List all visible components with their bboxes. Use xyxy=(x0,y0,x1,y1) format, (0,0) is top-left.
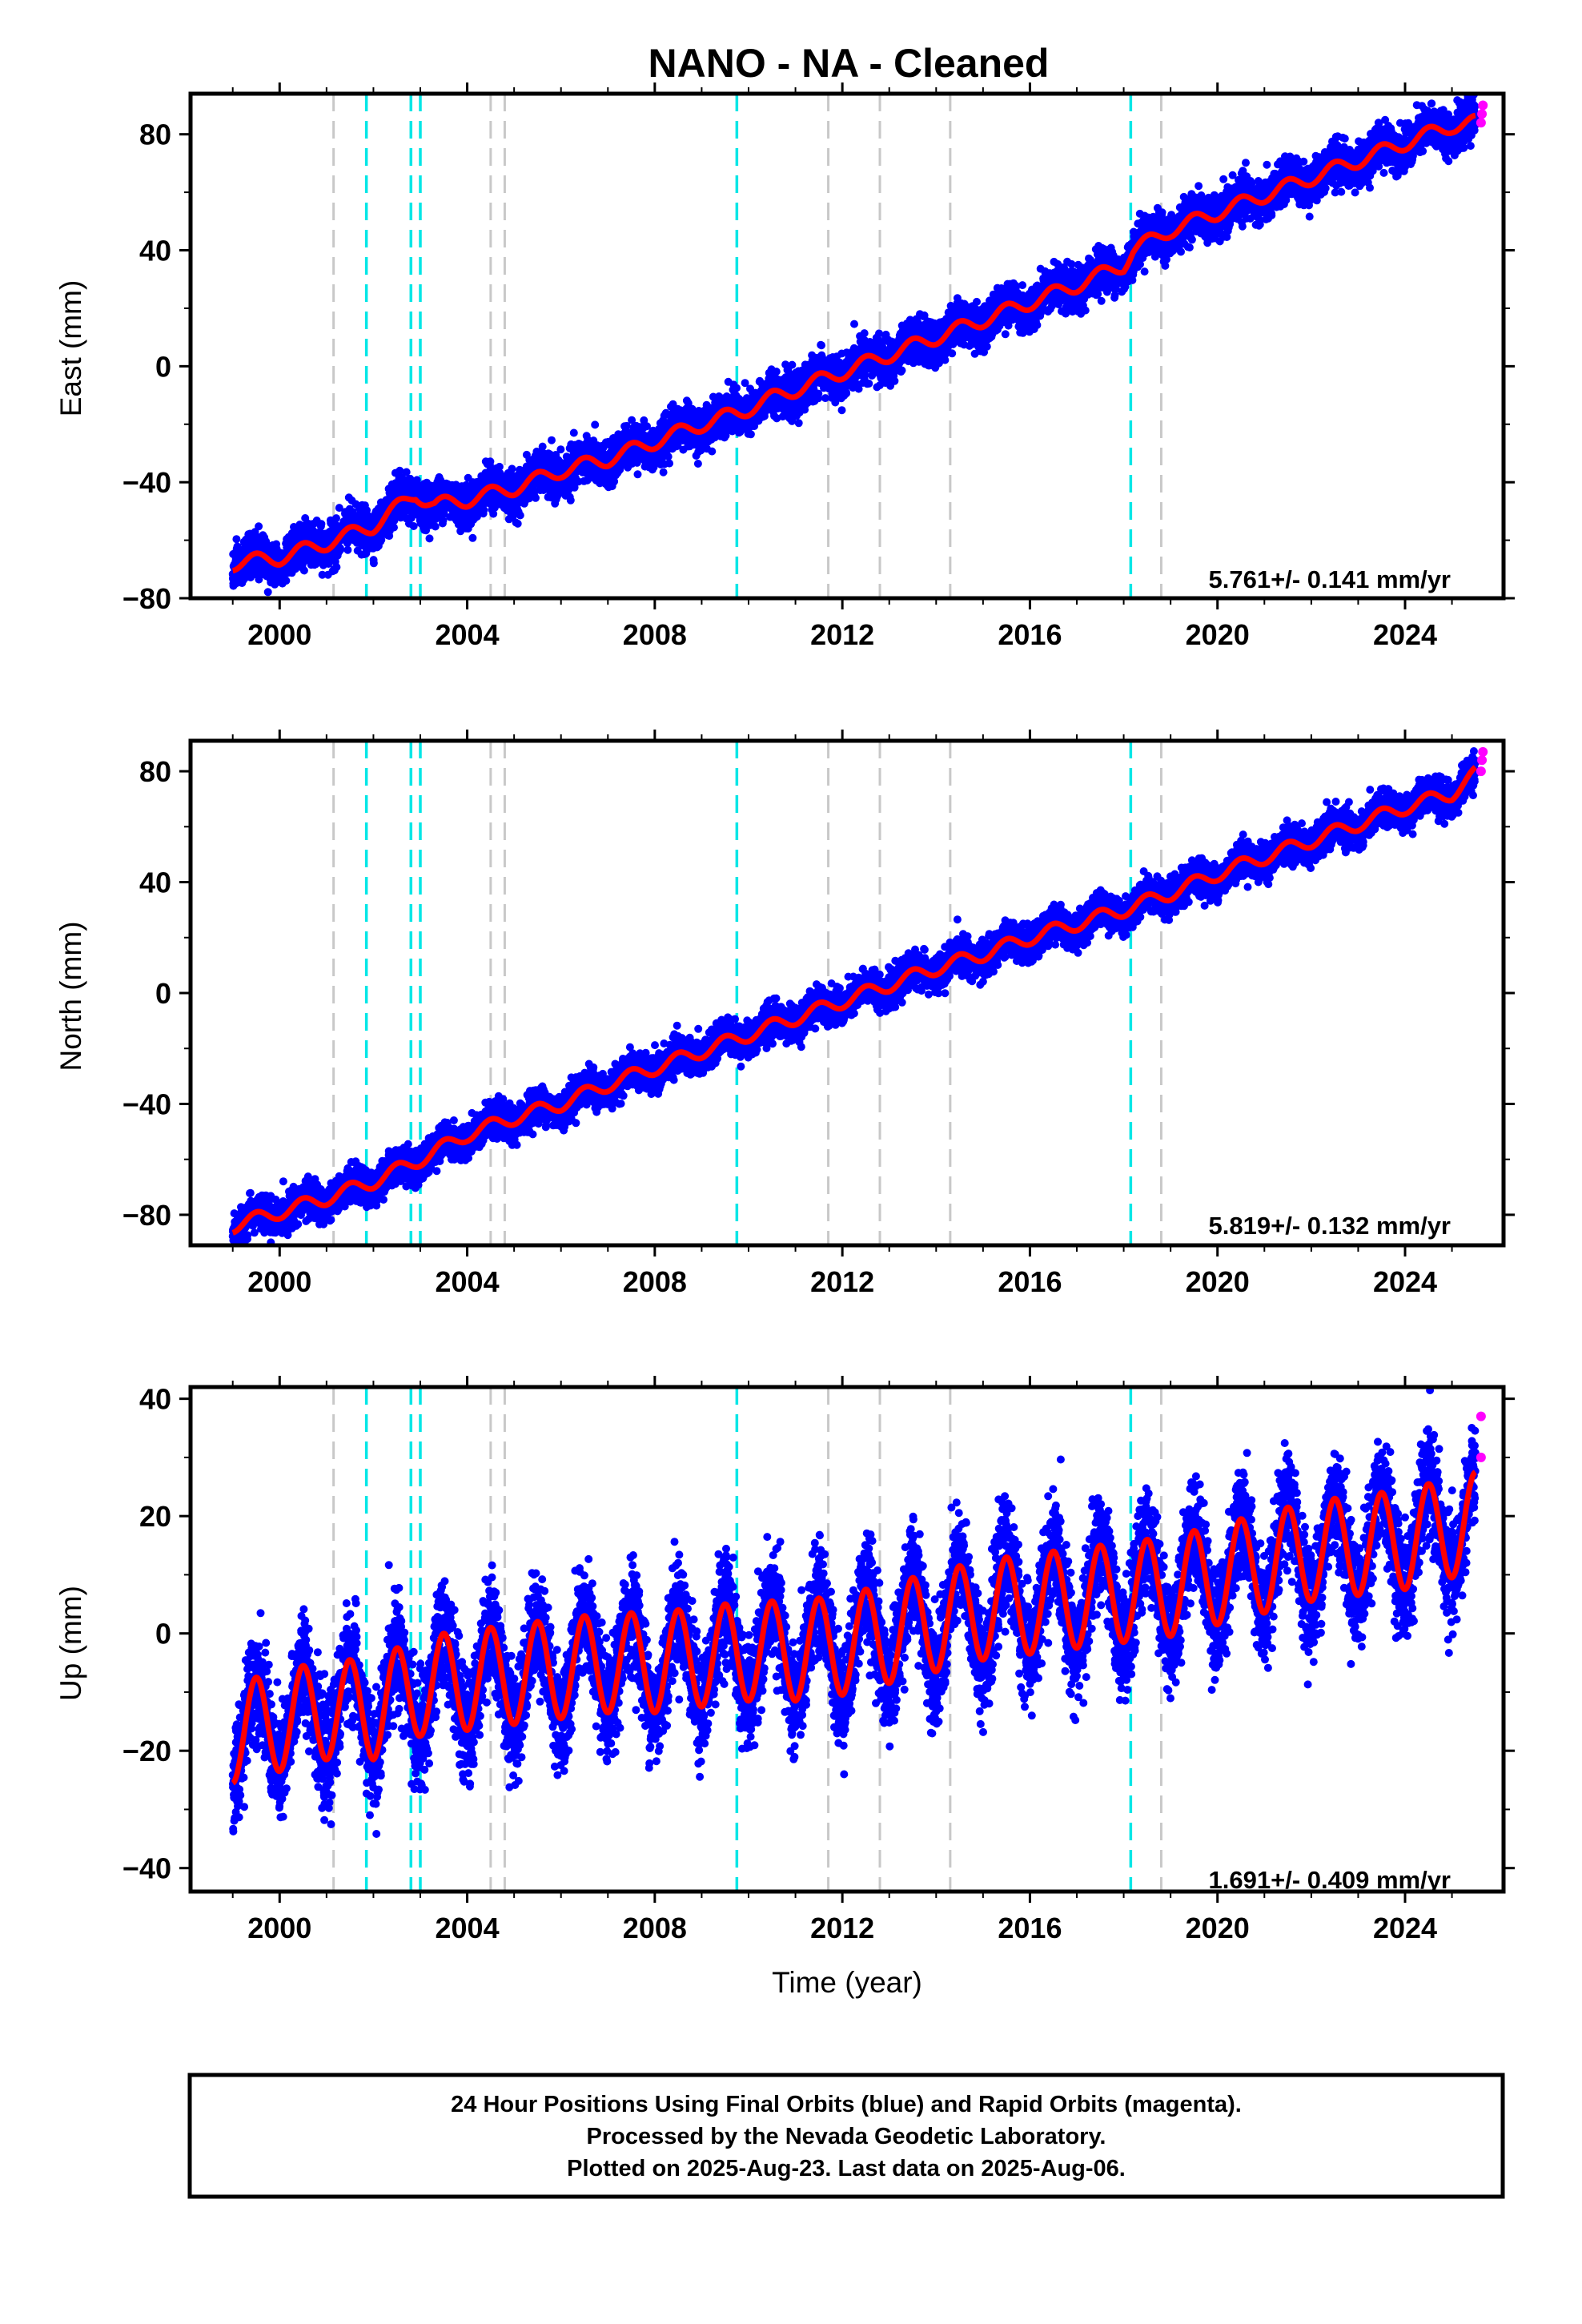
north-xtick-label-2: 2008 xyxy=(623,1265,687,1298)
east-xtick-label-0: 2000 xyxy=(247,618,311,651)
north-rapid-orbit-point-2 xyxy=(1478,746,1488,757)
east-xtick-label-3: 2012 xyxy=(810,618,874,651)
up-ytick-label-4: 40 xyxy=(139,1383,171,1416)
up-xtick-label-1: 2004 xyxy=(436,1912,500,1944)
east-xtick-label-1: 2004 xyxy=(436,618,500,651)
east-ytick-label-1: −40 xyxy=(122,466,171,499)
up-axis-label: Up (mm) xyxy=(54,1586,87,1701)
north-xtick-label-6: 2024 xyxy=(1373,1265,1437,1298)
east-frame xyxy=(188,91,1506,601)
east-ytick-label-0: −80 xyxy=(122,582,171,615)
north-data-layer xyxy=(228,741,1488,1245)
footer-line-1: 24 Hour Positions Using Final Orbits (bl… xyxy=(451,2092,1242,2117)
east-ytick-label-2: 0 xyxy=(155,350,171,383)
up-panel: 2000 2004 2008 2012 2016 2020 2024−40−2002040 … xyxy=(54,1376,1515,1944)
north-xtick-label-4: 2016 xyxy=(998,1265,1062,1298)
east-rapid-orbit-point-1 xyxy=(1477,109,1488,119)
north-xtick-label-3: 2012 xyxy=(810,1265,874,1298)
north-rapid-orbit-point-0 xyxy=(1476,766,1486,777)
north-rate-label: 5.819+/- 0.132 mm/yr xyxy=(1209,1212,1451,1240)
north-plot-area: 2000 2004 2008 2012 2016 2020 2024 −80 −40 0 40 80 xyxy=(122,730,1515,1298)
north-xtick-label-1: 2004 xyxy=(436,1265,500,1298)
north-xtick-label-5: 2020 xyxy=(1186,1265,1250,1298)
north-xtick-label-0: 2000 xyxy=(247,1265,311,1298)
east-xtick-label-5: 2020 xyxy=(1186,618,1250,651)
east-rapid-orbit-point-2 xyxy=(1478,100,1488,111)
north-axis-label: North (mm) xyxy=(54,921,87,1071)
north-ytick-label-3: 40 xyxy=(139,866,171,899)
east-rapid-orbit-point-0 xyxy=(1476,118,1486,128)
east-xtick-label-4: 2016 xyxy=(998,618,1062,651)
up-xtick-label-2: 2008 xyxy=(623,1912,687,1944)
up-xtick-label-0: 2000 xyxy=(247,1912,311,1944)
east-panel: 2000 2004 2008 2012 2016 2020 2024−80−4004080 … xyxy=(54,82,1515,651)
north-ytick-label-1: −40 xyxy=(122,1088,171,1120)
east-xtick-label-6: 2024 xyxy=(1373,618,1437,651)
up-ytick-label-0: −40 xyxy=(122,1852,171,1885)
up-ytick-label-3: 20 xyxy=(139,1500,171,1533)
east-model-curve xyxy=(231,112,1478,574)
up-ytick-label-1: −20 xyxy=(122,1735,171,1767)
up-rapid-orbit-point-0 xyxy=(1476,1452,1486,1462)
east-plot-area: 2000 2004 2008 2012 2016 2020 2024 −80 −40 0 40 80 xyxy=(122,82,1515,651)
east-rate-label: 5.761+/- 0.141 mm/yr xyxy=(1209,565,1451,593)
up-plot-area: 2000 2004 2008 2012 2016 2020 2024 −40 −20 0 20 40 xyxy=(122,1376,1515,1944)
up-frame xyxy=(188,1385,1506,1894)
up-xtick-label-6: 2024 xyxy=(1373,1912,1437,1944)
up-model-curve xyxy=(231,1470,1478,1786)
up-ytick-label-2: 0 xyxy=(155,1618,171,1651)
north-ytick-label-4: 80 xyxy=(139,755,171,788)
north-model-curve xyxy=(231,765,1478,1236)
up-rate-label: 1.691+/- 0.409 mm/yr xyxy=(1209,1866,1451,1894)
footer-line-3: Plotted on 2025-Aug-23. Last data on 202… xyxy=(567,2156,1126,2181)
east-xtick-label-2: 2008 xyxy=(623,618,687,651)
up-data-layer xyxy=(228,1387,1486,1892)
east-data-layer xyxy=(228,94,1488,598)
footer-line-2: Processed by the Nevada Geodetic Laborat… xyxy=(587,2124,1106,2149)
up-xtick-label-3: 2012 xyxy=(810,1912,874,1944)
east-ytick-label-3: 40 xyxy=(139,235,171,267)
north-rapid-orbit-point-1 xyxy=(1477,755,1488,766)
up-xtick-label-4: 2016 xyxy=(998,1912,1062,1944)
footer-box: 24 Hour Positions Using Final Orbits (bl… xyxy=(187,2073,1505,2199)
up-xtick-label-5: 2020 xyxy=(1186,1912,1250,1944)
north-ytick-label-0: −80 xyxy=(122,1199,171,1232)
east-ytick-label-4: 80 xyxy=(139,119,171,151)
north-ytick-label-2: 0 xyxy=(155,977,171,1010)
north-panel: 2000 2004 2008 2012 2016 2020 2024−80−4004080 … xyxy=(54,730,1515,1298)
east-axis-label: East (mm) xyxy=(54,280,87,417)
chart-title: NANO - NA - Cleaned xyxy=(648,41,1050,86)
time-axis-label: Time (year) xyxy=(772,1966,922,1999)
up-rapid-orbit-point-1 xyxy=(1476,1411,1486,1421)
